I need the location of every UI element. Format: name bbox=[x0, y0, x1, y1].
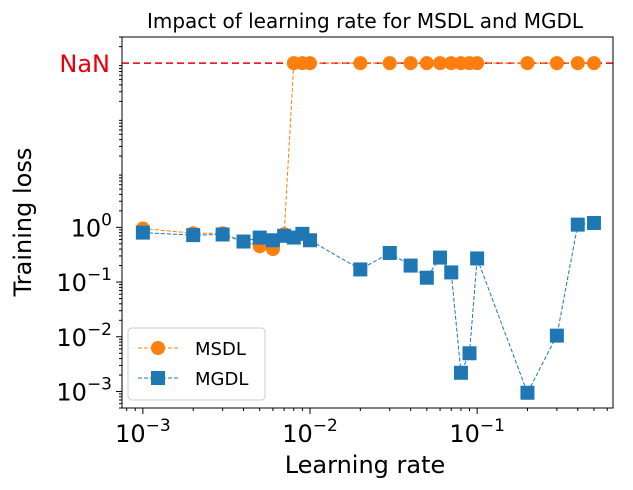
data-point-mgdl bbox=[303, 233, 318, 248]
data-point-mgdl bbox=[419, 270, 434, 285]
data-point-msdl bbox=[433, 56, 448, 71]
data-point-msdl bbox=[419, 56, 434, 71]
x-tick-label: 10−1 bbox=[449, 416, 505, 448]
data-point-mgdl bbox=[186, 228, 201, 243]
chart-title: Impact of learning rate for MSDL and MGD… bbox=[147, 9, 584, 33]
data-point-mgdl bbox=[265, 233, 280, 248]
data-point-mgdl bbox=[470, 251, 485, 266]
plot-area bbox=[135, 56, 601, 400]
y-tick-label: 100 bbox=[71, 210, 112, 242]
x-axis-ticks: 10−3 10−2 10−1 bbox=[115, 408, 608, 448]
legend: MSDL MGDL bbox=[127, 327, 266, 401]
legend-entry-mgdl: MGDL bbox=[138, 369, 248, 390]
data-point-mgdl bbox=[462, 346, 477, 361]
series-mgdl bbox=[135, 215, 601, 400]
axes bbox=[121, 36, 614, 409]
series-msdl bbox=[135, 56, 601, 257]
data-point-msdl bbox=[444, 56, 459, 71]
series-line-msdl bbox=[142, 62, 594, 250]
data-point-mgdl bbox=[236, 234, 251, 249]
y-tick-label: 10−1 bbox=[56, 265, 112, 297]
x-tick-label: 10−3 bbox=[115, 416, 171, 448]
data-point-msdl bbox=[470, 56, 485, 71]
data-point-mgdl bbox=[403, 258, 418, 273]
data-point-msdl bbox=[303, 56, 318, 71]
data-point-msdl bbox=[586, 56, 601, 71]
y-tick-label: 10−3 bbox=[56, 375, 112, 407]
x-axis-label: Learning rate bbox=[285, 451, 446, 479]
legend-marker-msdl bbox=[151, 341, 165, 355]
data-point-msdl bbox=[403, 56, 418, 71]
data-point-mgdl bbox=[570, 217, 585, 232]
x-tick-label: 10−2 bbox=[282, 416, 338, 448]
data-point-mgdl bbox=[353, 262, 368, 277]
nan-label: NaN bbox=[59, 50, 110, 78]
data-point-mgdl bbox=[135, 225, 150, 240]
data-point-mgdl bbox=[453, 365, 468, 380]
data-point-mgdl bbox=[549, 328, 564, 343]
legend-label-mgdl: MGDL bbox=[195, 369, 248, 390]
data-point-mgdl bbox=[215, 227, 230, 242]
legend-label-msdl: MSDL bbox=[195, 339, 246, 360]
data-point-msdl bbox=[570, 56, 585, 71]
data-point-mgdl bbox=[520, 385, 535, 400]
data-point-mgdl bbox=[252, 230, 267, 245]
legend-entry-msdl: MSDL bbox=[138, 339, 246, 360]
y-axis-ticks: 10−3 10−2 10−1 100 bbox=[56, 36, 122, 409]
data-point-mgdl bbox=[433, 250, 448, 265]
legend-marker-mgdl bbox=[151, 371, 165, 385]
y-tick-label: 10−2 bbox=[56, 320, 112, 352]
data-point-mgdl bbox=[382, 245, 397, 260]
y-axis-label: Training loss bbox=[9, 148, 37, 298]
data-point-msdl bbox=[520, 56, 535, 71]
data-point-mgdl bbox=[586, 215, 601, 230]
data-point-msdl bbox=[382, 56, 397, 71]
data-point-msdl bbox=[549, 56, 564, 71]
data-point-mgdl bbox=[444, 265, 459, 280]
axes-frame bbox=[121, 36, 614, 409]
data-point-msdl bbox=[353, 56, 368, 71]
